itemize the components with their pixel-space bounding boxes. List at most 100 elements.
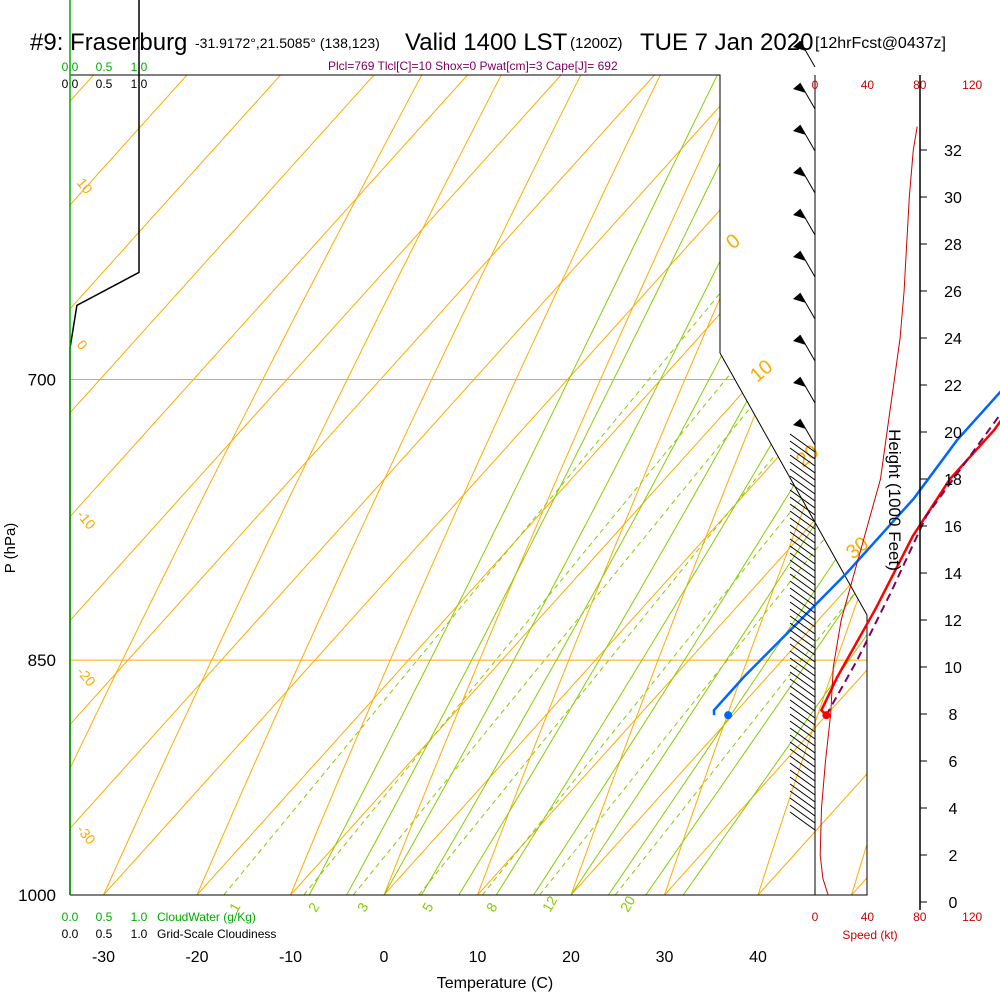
temperature-tick-label: -10 (279, 949, 302, 966)
wind-barb-pennant (793, 293, 806, 303)
dewpoint-profile (712, 390, 1000, 716)
speed-tick-label: 120 (962, 910, 982, 924)
wind-barb (789, 608, 816, 628)
mixing-ratio-label: 2 (305, 900, 323, 915)
chart-header: #9: Fraserburg -31.9172°,21.5085° (138,1… (30, 29, 946, 73)
wind-barb (789, 664, 816, 684)
wind-barb (789, 643, 816, 663)
isotherm-line (70, 75, 867, 895)
forecast-run: [12hrFcst@0437z] (815, 35, 946, 52)
wind-barb (789, 566, 816, 586)
station-coords: -31.9172°,21.5085° (138,123) (195, 35, 380, 51)
moist-adiabat-line (308, 75, 867, 895)
wind-barb (789, 559, 816, 579)
wind-barb (789, 482, 816, 502)
x-axis-label: Temperature (C) (437, 975, 553, 992)
height-tick-label: 24 (944, 331, 962, 348)
cloud-water-label: CloudWater (g/Kg) (157, 910, 256, 924)
wind-barb-pennant (793, 41, 806, 51)
height-tick-label: 8 (949, 707, 958, 724)
height-tick-label: 30 (944, 190, 962, 207)
dry-adiabat-line (830, 75, 867, 895)
mixing-ratio-label: 20 (617, 893, 639, 915)
isotherm-line (226, 75, 867, 895)
wind-barb-pennant (793, 83, 806, 93)
dry-adiabat-line (71, 75, 867, 895)
moist-adiabat-label: 10 (746, 356, 777, 387)
speed-axis-label: Speed (kt) (842, 928, 897, 942)
wind-barb (789, 692, 816, 712)
wind-barb (789, 531, 816, 551)
speed-tick-label: 0 (812, 910, 819, 924)
wind-barbs (789, 40, 816, 831)
wind-barb (789, 510, 816, 530)
cloud-profiles: 0.00.00.50.51.01.00.00.00.50.51.01.0 (62, 0, 148, 941)
wind-barb-pennant (793, 209, 806, 219)
wind-barb (789, 461, 816, 481)
wind-barb (789, 741, 816, 761)
temperature-tick-label: 30 (656, 949, 674, 966)
wind-barb (789, 769, 816, 789)
wind-barb-pennant (793, 167, 806, 177)
dry-adiabat-line (640, 75, 867, 895)
valid-time: Valid 1400 LST (405, 29, 568, 56)
height-tick-label: 28 (944, 237, 962, 254)
moist-adiabat-line (607, 75, 867, 895)
wind-barb (789, 503, 816, 523)
grid-line-labels: 2503004005007008501000-30-20-10010203040… (18, 175, 873, 966)
wind-barb (789, 797, 816, 817)
isotherm-line (133, 75, 867, 895)
dry-adiabat-line (450, 75, 867, 895)
wind-barb (789, 496, 816, 516)
cloudiness-tick: 0.5 (96, 77, 113, 91)
surface-dewpoint-marker (724, 711, 733, 720)
height-tick-label: 18 (944, 472, 962, 489)
y-axis-label: P (hPa) (2, 523, 19, 574)
wind-barb (789, 804, 816, 824)
height-tick-label: 26 (944, 284, 962, 301)
moist-adiabat-grid (308, 75, 867, 895)
speed-tick-label: 40 (861, 78, 875, 92)
wind-barb (789, 790, 816, 810)
cloudiness-line (69, 0, 140, 895)
isobar-grid (70, 379, 867, 895)
temperature-tick-label: 20 (562, 949, 580, 966)
wind-barb (789, 489, 816, 509)
isotherm-line (70, 75, 867, 895)
isotherm-line (70, 75, 867, 895)
temperature-tick-label: 40 (749, 949, 767, 966)
wind-barb (789, 650, 816, 670)
wind-barb (789, 538, 816, 558)
cloud-water-tick: 0.5 (96, 910, 113, 924)
height-tick-label: 20 (944, 425, 962, 442)
dry-adiabat-label: 10 (74, 175, 96, 197)
moist-adiabat-label: 0 (722, 230, 745, 254)
mixing-ratio-line (303, 75, 867, 895)
dry-adiabat-label: -20 (74, 664, 99, 690)
temperature-tick-label: 0 (380, 949, 389, 966)
isotherm-line (70, 75, 867, 895)
wind-barb (789, 517, 816, 537)
dry-adiabat-line (925, 0, 1000, 966)
speed-tick-label: 40 (861, 910, 875, 924)
mixing-ratio-line (223, 75, 867, 895)
pressure-tick-label: 1000 (18, 886, 56, 905)
cloudiness-label: Grid-Scale Cloudiness (157, 927, 276, 941)
dry-adiabat-label: -10 (74, 507, 99, 533)
height-tick-label: 16 (944, 519, 962, 536)
wind-barb-pennant (793, 251, 806, 261)
wind-barb (789, 706, 816, 726)
wind-barb (789, 447, 816, 467)
isotherm-line (70, 75, 867, 895)
chart-axes: P (hPa) Temperature (C) Height (1000 Fee… (2, 75, 962, 992)
cloudiness-tick: 0.5 (96, 927, 113, 941)
height-tick-label: 0 (949, 895, 958, 912)
mixing-ratio-grid (223, 75, 867, 895)
moist-adiabat-line (533, 75, 867, 895)
height-tick-label: 12 (944, 613, 962, 630)
parcel-profile (825, 413, 1000, 716)
height-tick-label: 2 (949, 848, 958, 865)
wind-barb-pennant (793, 419, 806, 429)
height-tick-label: 4 (949, 801, 958, 818)
